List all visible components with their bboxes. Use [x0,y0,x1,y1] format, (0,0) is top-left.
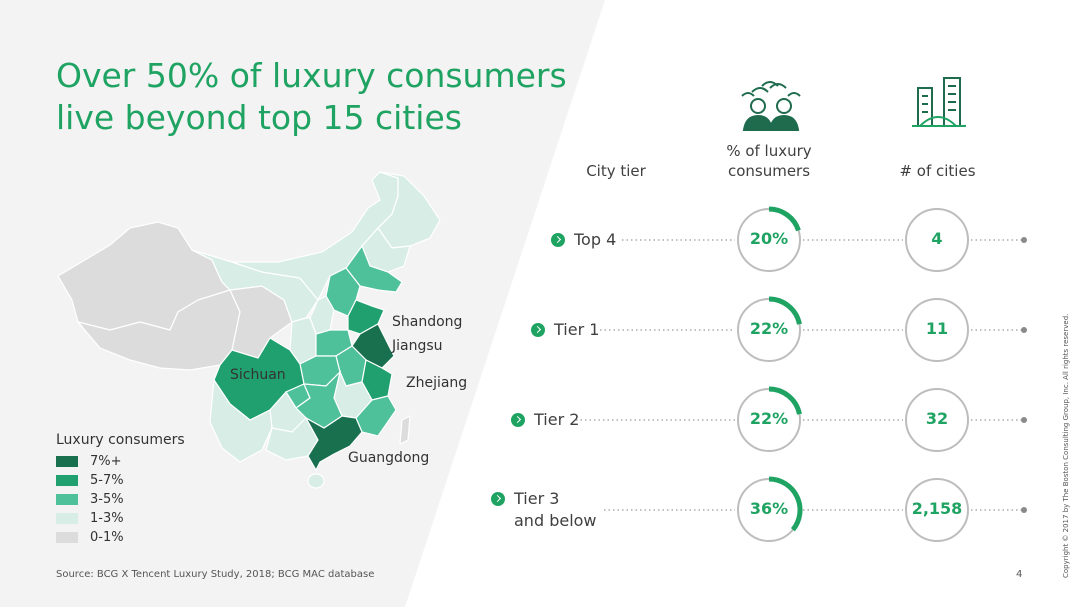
header-city-tier: City tier [586,162,646,180]
city-buildings-icon [912,77,966,127]
legend-item: 1-3% [56,509,185,528]
legend-swatch [56,494,78,505]
province-hainan [307,473,325,489]
cities-ring [905,478,969,542]
row-end-dot [1021,507,1027,513]
tier-label: Tier 1 [531,319,600,341]
legend-title: Luxury consumers [56,432,185,448]
province-yunnan [209,378,273,463]
header-num-cities: # of cities [899,162,976,180]
page-number: 4 [1016,569,1023,580]
header-pct-consumers: % of luxury consumers [704,141,834,181]
cities-ring [905,208,969,272]
pct-value: 22% [749,409,789,428]
tier-label-line1: Tier 1 [554,320,600,339]
consumers-crowd-icon [741,81,801,131]
legend-label: 3-5% [90,492,124,507]
legend-swatch [56,532,78,543]
tier-label: Tier 3 and below [491,488,597,532]
legend-label: 7%+ [90,454,122,469]
pct-value: 20% [749,229,789,248]
legend-label: 1-3% [90,511,124,526]
source-note: Source: BCG X Tencent Luxury Study, 2018… [56,569,375,580]
row-end-dot [1021,417,1027,423]
tier-label-line1: Top 4 [574,230,617,249]
title-line-1: Over 50% of luxury consumers [56,56,567,95]
legend-label: 0-1% [90,530,124,545]
cities-value: 2,158 [911,499,963,518]
label-sichuan: Sichuan [230,367,286,383]
cities-ring [905,298,969,362]
tier-label: Top 4 [551,229,617,251]
tier-label-line2: and below [514,511,597,530]
chevron-bullet-icon [491,492,505,506]
legend-swatch [56,456,78,467]
map-legend: Luxury consumers 7%+ 5-7% 3-5% 1-3% 0-1% [56,432,185,547]
label-jiangsu: Jiangsu [392,338,443,354]
tier-label-line1: Tier 2 [534,410,580,429]
cities-value: 32 [925,409,949,428]
island-taiwan [399,414,411,446]
province-guangdong [304,415,363,472]
tier-label: Tier 2 [511,409,580,431]
pct-ring-arc [768,476,803,532]
row-end-dot [1021,327,1027,333]
chevron-bullet-icon [551,233,565,247]
header-pct-line1: % of luxury [726,142,812,160]
legend-item: 3-5% [56,490,185,509]
cities-value: 11 [925,319,949,338]
tier-label-line1: Tier 3 [514,489,560,508]
chevron-bullet-icon [511,413,525,427]
chevron-bullet-icon [531,323,545,337]
legend-item: 0-1% [56,528,185,547]
legend-item: 5-7% [56,471,185,490]
row-end-dot [1021,237,1027,243]
copyright-note: Copyright © 2017 by The Boston Consultin… [1062,313,1070,578]
legend-swatch [56,475,78,486]
pct-value: 36% [749,499,789,518]
legend-swatch [56,513,78,524]
cities-ring [905,388,969,452]
pct-value: 22% [749,319,789,338]
legend-label: 5-7% [90,473,124,488]
title-line-2: live beyond top 15 cities [56,98,462,137]
cities-value: 4 [931,229,943,248]
slide-title: Over 50% of luxury consumers live beyond… [56,55,567,139]
pct-ring-arc [768,386,802,415]
province-liaoning [345,244,403,293]
header-pct-line2: consumers [727,162,811,180]
pct-ring-arc [768,296,802,325]
label-shandong: Shandong [392,314,463,330]
label-guangdong: Guangdong [348,450,430,466]
label-zhejiang: Zhejiang [406,375,468,391]
legend-item: 7%+ [56,452,185,471]
pct-ring-arc [768,206,801,232]
